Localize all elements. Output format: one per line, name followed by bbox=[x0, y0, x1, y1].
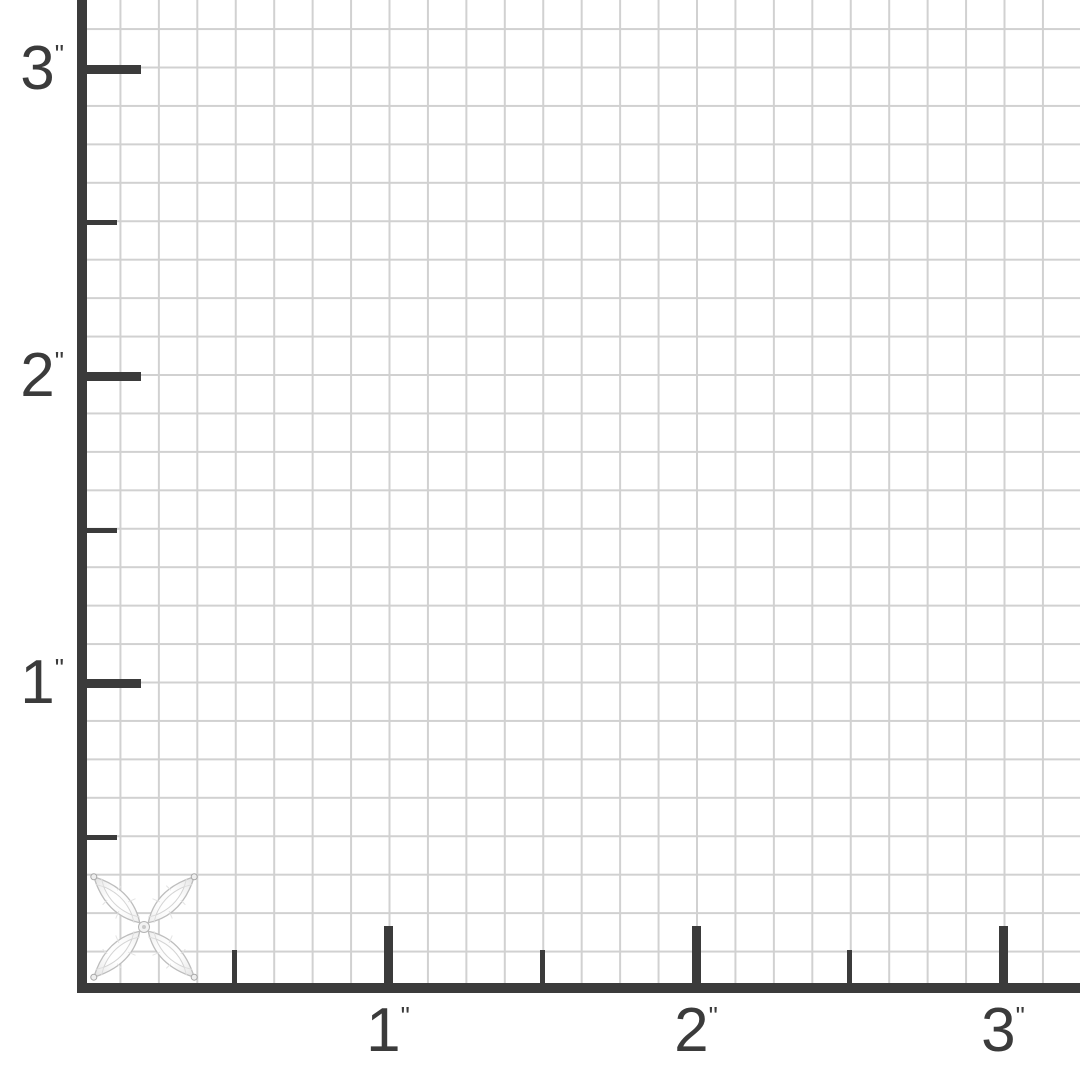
x-label-1-value: 1 bbox=[366, 996, 401, 1065]
x-axis-minor-tick-1-5in bbox=[540, 950, 545, 983]
x-label-2-value: 2 bbox=[674, 996, 709, 1065]
x-axis-label-3in: 3" bbox=[943, 996, 1063, 1066]
y-axis-label-2in: 2" bbox=[0, 341, 64, 411]
y-axis-line bbox=[77, 0, 87, 993]
x-label-3-unit: " bbox=[1015, 1001, 1025, 1031]
y-axis-minor-tick-1-5in bbox=[77, 528, 117, 533]
y-axis-major-tick-1in bbox=[77, 679, 141, 688]
y-axis-major-tick-2in bbox=[77, 372, 141, 381]
marquise-flower-gem bbox=[84, 867, 204, 987]
y-axis-label-3in: 3" bbox=[0, 34, 64, 104]
measurement-grid bbox=[81, 0, 1080, 991]
x-label-1-unit: " bbox=[400, 1001, 410, 1031]
x-axis-major-tick-1in bbox=[384, 926, 393, 983]
x-label-2-unit: " bbox=[708, 1001, 718, 1031]
x-axis-label-2in: 2" bbox=[636, 996, 756, 1066]
y-axis-major-tick-3in bbox=[77, 65, 141, 74]
y-axis-label-1in: 1" bbox=[0, 648, 64, 718]
x-axis-minor-tick-2-5in bbox=[847, 950, 852, 983]
y-label-3-value: 3 bbox=[20, 34, 55, 103]
y-label-2-unit: " bbox=[54, 346, 64, 376]
x-axis-major-tick-3in bbox=[999, 926, 1008, 983]
y-label-2-value: 2 bbox=[20, 341, 55, 410]
x-axis-minor-tick-0-5in bbox=[232, 950, 237, 983]
y-label-3-unit: " bbox=[54, 39, 64, 69]
x-axis-line bbox=[77, 983, 1080, 993]
y-label-1-value: 1 bbox=[20, 648, 55, 717]
x-axis-label-1in: 1" bbox=[328, 996, 448, 1066]
gem-center-dot bbox=[142, 925, 146, 929]
y-label-1-unit: " bbox=[54, 653, 64, 683]
y-axis-minor-tick-2-5in bbox=[77, 220, 117, 225]
x-axis-major-tick-2in bbox=[692, 926, 701, 983]
y-axis-minor-tick-0-5in bbox=[77, 835, 117, 840]
x-label-3-value: 3 bbox=[981, 996, 1016, 1065]
